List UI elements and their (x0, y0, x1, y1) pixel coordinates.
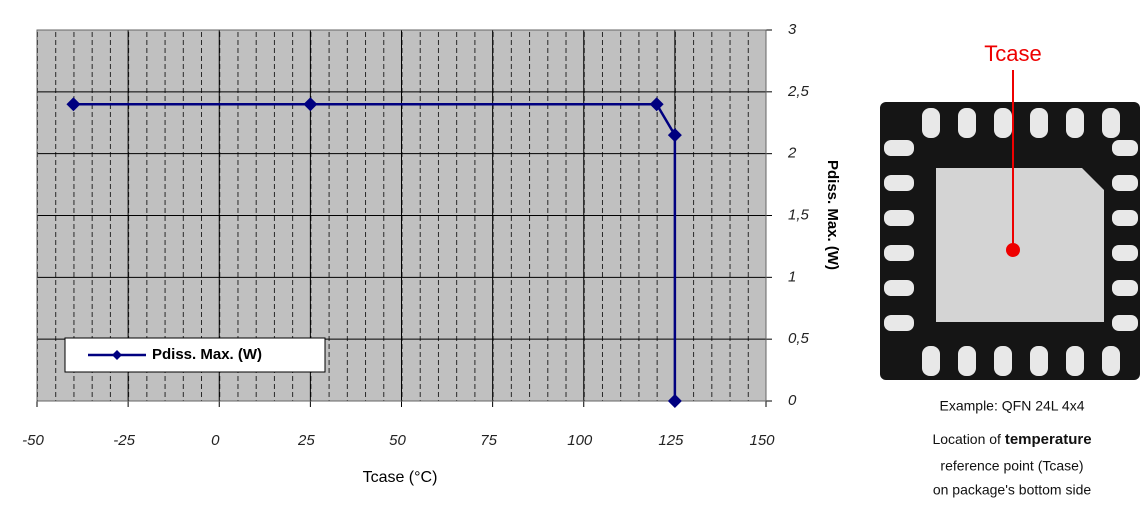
x-tick-label: 100 (567, 432, 593, 449)
x-tick-label: -25 (113, 432, 135, 449)
x-tick-label: 0 (211, 432, 220, 449)
y-axis-label: Pdiss. Max. (W) (824, 160, 841, 270)
tcase-label: Tcase (984, 41, 1041, 66)
thermal-pad (936, 168, 1104, 322)
pads (884, 108, 1138, 376)
caption: Location of temperature (932, 431, 1091, 448)
package-image: Tcase (880, 41, 1140, 380)
x-tick-label: 150 (749, 432, 775, 449)
reference-dot (1006, 243, 1020, 257)
caption-text: Location of (932, 431, 1001, 447)
data-point (667, 394, 682, 408)
x-tick-label: 25 (297, 432, 315, 449)
legend-marker (112, 350, 122, 360)
caption: on package's bottom side (933, 482, 1092, 498)
legend: Pdiss. Max. (W) (64, 337, 326, 373)
x-tick-label: 125 (658, 432, 684, 449)
y-tick-label: 2,5 (787, 83, 810, 100)
caption: reference point (Tcase) (940, 458, 1083, 474)
y-tick-label: 3 (788, 21, 797, 38)
data-point (66, 97, 81, 112)
data-point (303, 97, 318, 112)
x-tick-label: -50 (22, 432, 44, 449)
x-tick-label: 75 (480, 432, 497, 449)
x-tick-label: 50 (389, 432, 406, 449)
y-tick-label: 0,5 (788, 330, 810, 347)
data-point (649, 97, 664, 112)
data-point (667, 128, 682, 143)
chart: 0 0,5 1 1,5 2 2,5 3 -50 -25 0 25 50 75 100 125 150 (22, 21, 809, 449)
y-tick-label: 0 (788, 392, 797, 409)
caption-bold: temperature (1005, 431, 1092, 448)
y-tick-label: 1 (788, 268, 796, 285)
caption: Example: QFN 24L 4x4 (940, 398, 1085, 414)
plot-border (36, 29, 767, 402)
x-axis-label: Tcase (°C) (363, 469, 438, 486)
y-tick-label: 1,5 (788, 206, 810, 223)
y-tick-label: 2 (787, 145, 797, 162)
legend-label: Pdiss. Max. (W) (152, 346, 262, 363)
